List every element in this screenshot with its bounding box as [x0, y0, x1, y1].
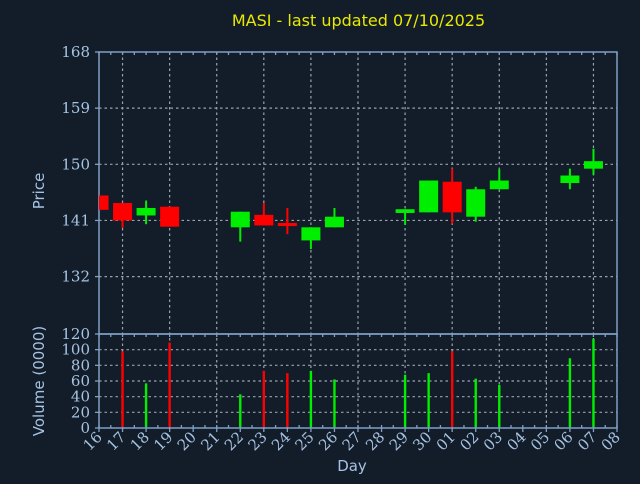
x-tick-label: 06	[551, 428, 577, 454]
price-tick-label: 132	[61, 268, 90, 286]
candle-body	[466, 189, 486, 217]
volume-tick-label: 80	[71, 356, 90, 374]
candle-body	[113, 202, 133, 221]
candle-body	[254, 214, 274, 226]
candle-body	[419, 180, 439, 213]
price-tick-label: 150	[61, 155, 90, 173]
x-tick-label: 21	[197, 428, 223, 454]
volume-tick-label: 20	[71, 403, 90, 421]
x-tick-label: 19	[150, 428, 176, 454]
volume-tick-label: 100	[61, 341, 90, 359]
x-tick-label: 29	[386, 428, 412, 454]
volume-axis-label: Volume (0000)	[30, 325, 48, 437]
x-tick-label: 01	[433, 428, 459, 454]
candle-30	[419, 180, 439, 213]
candle-06	[560, 168, 580, 190]
x-tick-label: 20	[174, 428, 200, 454]
candle-07	[583, 148, 603, 175]
x-tick-label: 17	[103, 428, 129, 454]
x-tick-label: 08	[598, 428, 624, 454]
x-tick-label: 30	[409, 428, 435, 454]
candle-03	[489, 169, 509, 190]
volume-tick-label: 40	[71, 388, 90, 406]
x-tick-label: 25	[292, 428, 318, 454]
candle-16	[99, 195, 109, 210]
candle-22	[230, 211, 250, 242]
candle-26	[324, 207, 344, 228]
x-tick-label: 26	[315, 428, 341, 454]
candle-25	[301, 227, 321, 250]
price-tick-label: 168	[61, 43, 90, 61]
candle-23	[254, 202, 274, 226]
candle-body	[560, 175, 580, 184]
candle-24	[277, 207, 297, 235]
x-tick-label: 05	[527, 428, 553, 454]
price-axis-label: Price	[30, 172, 48, 210]
x-tick-label: 02	[456, 428, 482, 454]
x-tick-label: 07	[574, 428, 600, 454]
candle-body	[583, 161, 603, 169]
candle-body	[324, 216, 344, 228]
x-tick-label: 04	[503, 428, 529, 454]
candle-19	[160, 206, 180, 227]
price-plot-border	[98, 51, 618, 335]
price-tick-label: 141	[61, 211, 90, 229]
candle-body	[301, 227, 321, 241]
candle-29	[395, 209, 415, 225]
candle-01	[442, 168, 462, 224]
candle-body	[395, 209, 415, 213]
candle-body	[277, 222, 297, 227]
candle-body	[160, 206, 180, 227]
candle-body	[442, 181, 462, 213]
volume-tick-label: 120	[61, 325, 90, 343]
x-tick-label: 18	[127, 428, 153, 454]
axis-ticks	[95, 51, 618, 432]
candle-body	[136, 207, 156, 216]
day-axis-label: Day	[337, 457, 367, 475]
price-tick-label: 159	[61, 99, 90, 117]
candle-body	[489, 180, 509, 190]
x-tick-label: 28	[362, 428, 388, 454]
volume-tick-label: 0	[80, 419, 90, 437]
candle-body	[230, 211, 250, 228]
x-tick-label: 22	[221, 428, 247, 454]
candle-18	[136, 200, 156, 225]
candle-body	[99, 195, 109, 210]
candle-02	[466, 186, 486, 222]
x-tick-label: 03	[480, 428, 506, 454]
x-tick-label: 24	[268, 428, 294, 454]
candles	[99, 148, 603, 250]
candle-17	[113, 202, 133, 228]
chart-title: MASI - last updated 07/10/2025	[231, 11, 486, 30]
x-tick-label: 27	[339, 428, 365, 454]
x-tick-label: 23	[244, 428, 270, 454]
volume-tick-label: 60	[71, 372, 90, 390]
